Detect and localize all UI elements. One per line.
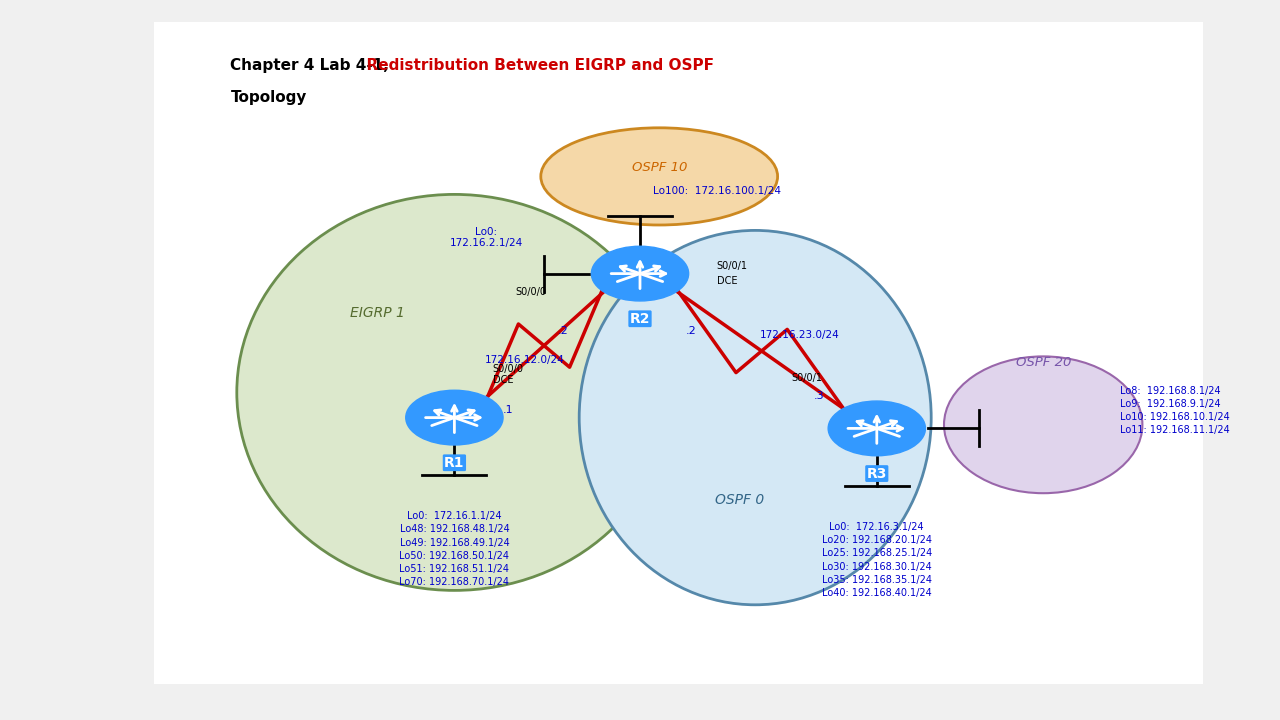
Text: .2: .2 [558, 326, 568, 336]
Text: 172.16.23.0/24: 172.16.23.0/24 [760, 330, 840, 340]
Text: OSPF 20: OSPF 20 [1015, 356, 1071, 369]
Text: Lo0:  172.16.3.1/24
Lo20: 192.168.20.1/24
Lo25: 192.168.25.1/24
Lo30: 192.168.30: Lo0: 172.16.3.1/24 Lo20: 192.168.20.1/24… [822, 522, 932, 598]
Circle shape [406, 390, 503, 445]
Text: R3: R3 [867, 467, 887, 480]
Text: DCE: DCE [717, 276, 737, 286]
Ellipse shape [541, 128, 778, 225]
Text: Topology: Topology [230, 90, 307, 105]
Text: S0/0/0
DCE: S0/0/0 DCE [493, 364, 524, 385]
Text: Chapter 4 Lab 4-1,: Chapter 4 Lab 4-1, [230, 58, 394, 73]
Text: S0/0/1: S0/0/1 [791, 373, 822, 383]
Ellipse shape [237, 194, 672, 590]
Text: .3: .3 [814, 391, 824, 401]
Text: Lo0:  172.16.1.1/24
Lo48: 192.168.48.1/24
Lo49: 192.168.49.1/24
Lo50: 192.168.50: Lo0: 172.16.1.1/24 Lo48: 192.168.48.1/24… [399, 511, 509, 588]
Text: R1: R1 [444, 456, 465, 469]
Text: Lo8:  192.168.8.1/24
Lo9:  192.168.9.1/24
Lo10: 192.168.10.1/24
Lo11: 192.168.11: Lo8: 192.168.8.1/24 Lo9: 192.168.9.1/24 … [1120, 386, 1230, 435]
Ellipse shape [579, 230, 932, 605]
Circle shape [828, 401, 925, 456]
Text: Lo0:
172.16.2.1/24: Lo0: 172.16.2.1/24 [449, 227, 524, 248]
Text: OSPF 10: OSPF 10 [631, 161, 687, 174]
Text: 172.16.12.0/24: 172.16.12.0/24 [485, 355, 564, 365]
Text: S0/0/1: S0/0/1 [717, 261, 748, 271]
Text: Redistribution Between EIGRP and OSPF: Redistribution Between EIGRP and OSPF [230, 58, 714, 73]
Circle shape [591, 246, 689, 301]
Text: .1: .1 [503, 405, 513, 415]
Text: Lo100:  172.16.100.1/24: Lo100: 172.16.100.1/24 [653, 186, 781, 196]
Text: R2: R2 [630, 312, 650, 325]
Text: EIGRP 1: EIGRP 1 [351, 306, 404, 320]
Ellipse shape [943, 356, 1142, 493]
Text: S0/0/0: S0/0/0 [516, 287, 547, 297]
Text: .2: .2 [686, 326, 696, 336]
Text: OSPF 0: OSPF 0 [716, 493, 764, 508]
